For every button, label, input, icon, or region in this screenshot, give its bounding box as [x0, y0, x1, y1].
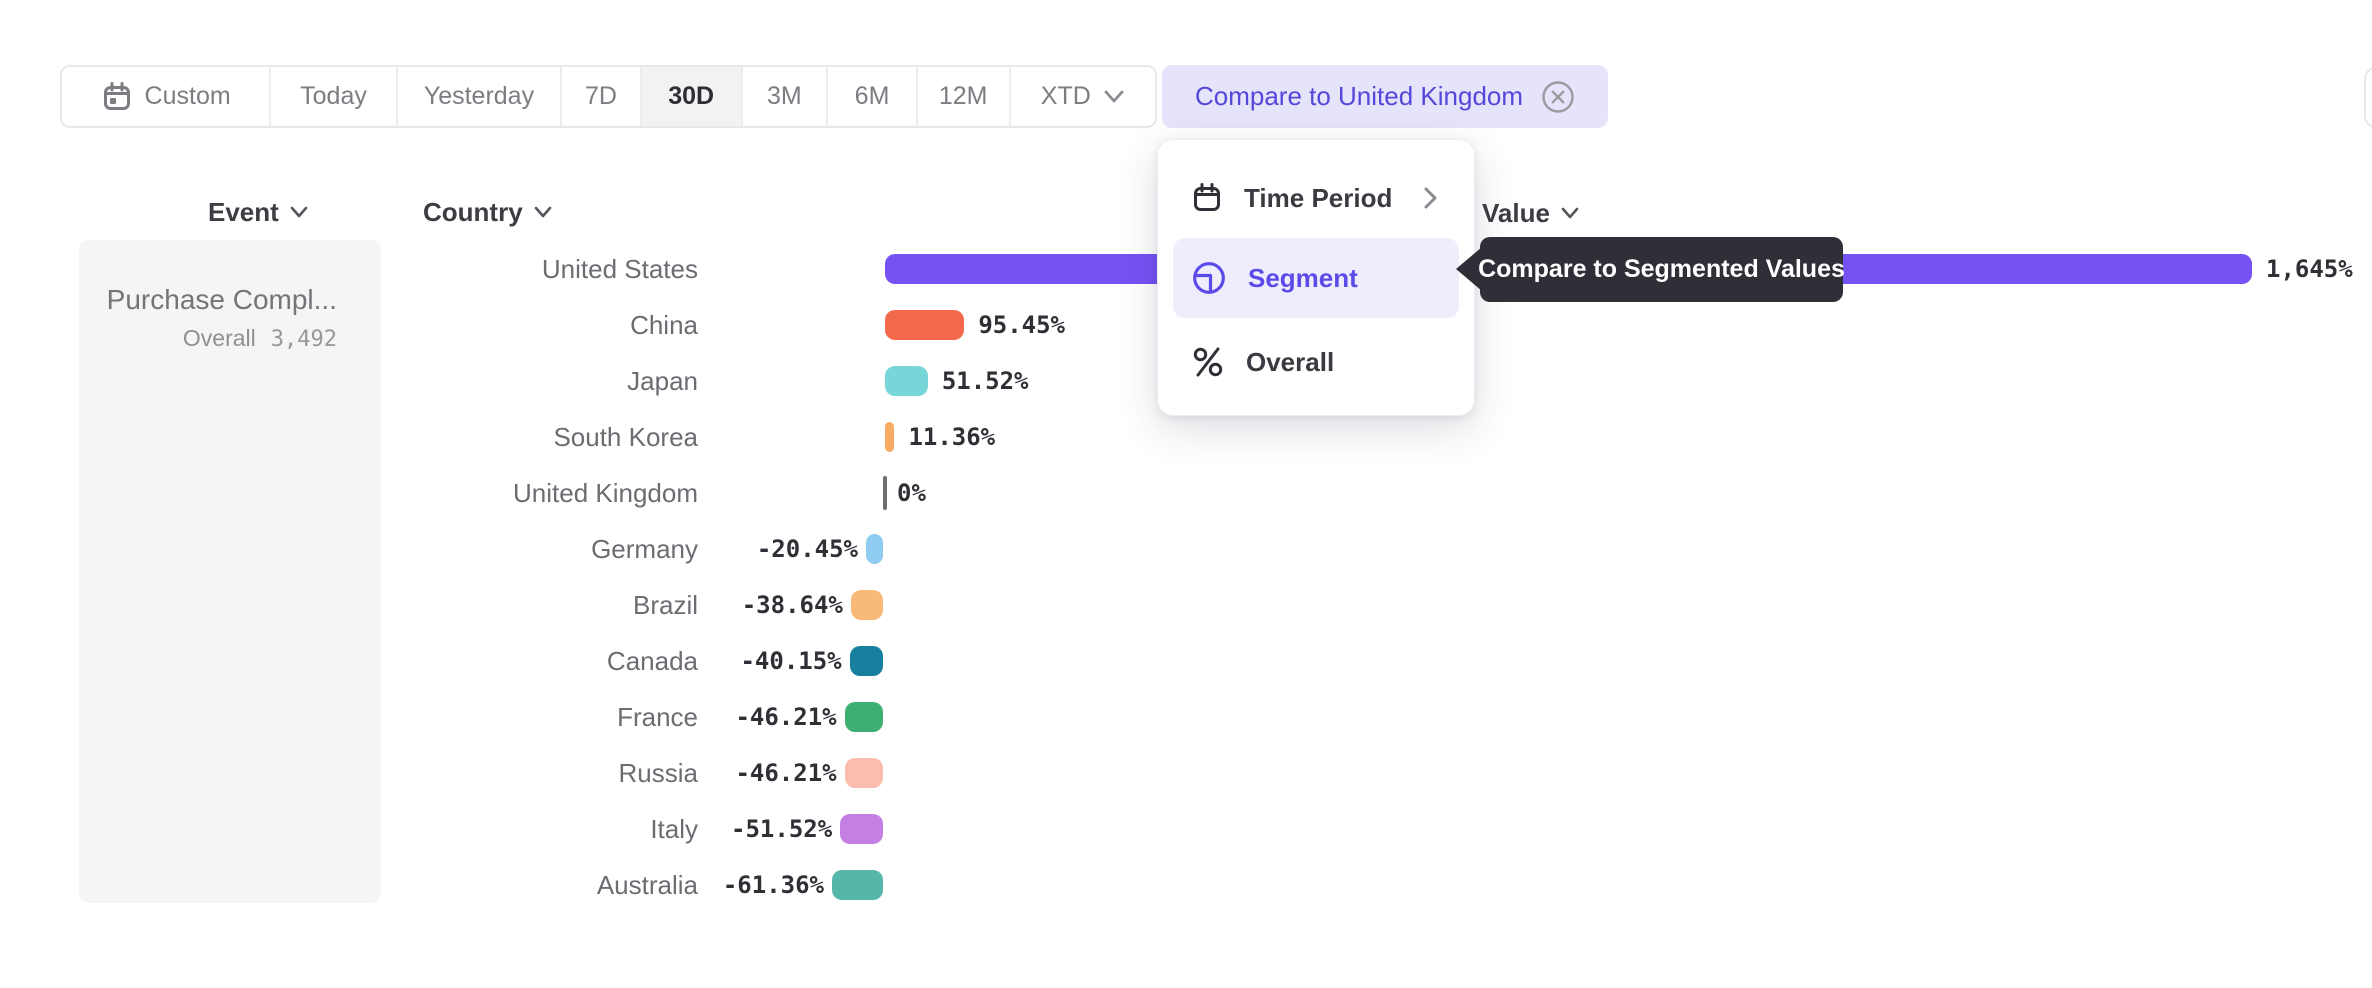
bar-russia[interactable] — [844, 758, 883, 788]
bar-value-canada: -40.15% — [740, 647, 842, 675]
bar-value-australia: -61.36% — [722, 871, 825, 899]
bar-brazil[interactable] — [850, 590, 883, 620]
time-range-label: 3M — [766, 82, 802, 110]
column-header-value-label: Value — [1482, 197, 1550, 228]
bar-value-russia: -46.21% — [735, 759, 837, 787]
country-label-china: China — [630, 310, 698, 340]
chevron-down-icon — [1560, 206, 1580, 220]
compare-chip-label: Compare to United Kingdom — [1194, 81, 1524, 111]
menu-item-overall[interactable]: Overall — [1158, 326, 1474, 398]
calendar-icon — [1191, 182, 1223, 214]
time-range-label: 30D — [668, 82, 715, 110]
event-panel[interactable]: Purchase Compl... Overall 3,492 — [79, 240, 381, 903]
date-range-toolbar: Custom Today Yesterday 7D 30D 3M 6M 12M XTD — [60, 65, 1157, 128]
time-range-button-30d[interactable]: 30D — [639, 67, 741, 126]
chevron-down-icon — [289, 205, 309, 219]
zero-axis-tick — [883, 476, 887, 510]
bar-australia[interactable] — [832, 870, 883, 900]
country-label-germany: Germany — [591, 534, 698, 564]
tooltip-caret — [1456, 247, 1482, 291]
compare-options-menu: Time Period Segment Overall — [1157, 139, 1475, 416]
menu-item-label: Segment — [1248, 262, 1358, 293]
chevron-down-icon — [533, 205, 553, 219]
column-header-event[interactable]: Event — [208, 196, 309, 228]
time-range-label: Custom — [144, 82, 231, 110]
menu-item-time-period[interactable]: Time Period — [1158, 160, 1474, 236]
time-range-button-12m[interactable]: 12M — [915, 67, 1009, 126]
bar-value-united-kingdom: 0% — [897, 479, 926, 507]
bar-south-korea[interactable] — [885, 422, 895, 452]
time-range-button-7d[interactable]: 7D — [560, 67, 640, 126]
time-range-button-3m[interactable]: 3M — [740, 67, 827, 126]
column-header-value[interactable]: Value — [1482, 197, 1580, 229]
event-count: 3,492 — [270, 327, 337, 352]
tooltip-text: Compare to Segmented Values — [1478, 255, 1845, 283]
menu-item-label: Time Period — [1244, 182, 1393, 213]
country-label-australia: Australia — [596, 870, 698, 900]
time-range-button-6m[interactable]: 6M — [826, 67, 916, 126]
time-range-label: 7D — [585, 82, 617, 110]
time-range-label: 6M — [854, 82, 890, 110]
time-range-button-xtd[interactable]: XTD — [1008, 67, 1155, 126]
remove-comparison-icon[interactable] — [1541, 80, 1575, 114]
country-label-united-states: United States — [541, 254, 698, 284]
bar-value-south-korea: 11.36% — [908, 423, 996, 451]
event-panel-content: Purchase Compl... Overall 3,492 — [107, 284, 337, 352]
time-range-label: 12M — [938, 82, 988, 110]
column-header-country[interactable]: Country — [423, 196, 553, 228]
event-subrow: Overall 3,492 — [107, 325, 337, 352]
bar-france[interactable] — [844, 702, 883, 732]
bar-germany[interactable] — [866, 534, 883, 564]
percent-icon — [1191, 345, 1225, 379]
country-label-italy: Italy — [650, 814, 698, 844]
bar-value-china: 95.45% — [978, 311, 1066, 339]
country-label-south-korea: South Korea — [553, 422, 698, 452]
country-label-united-kingdom: United Kingdom — [513, 478, 698, 508]
chevron-down-icon — [1103, 89, 1125, 104]
country-label-russia: Russia — [618, 758, 698, 788]
event-name[interactable]: Purchase Compl... — [106, 284, 337, 315]
time-range-label: Today — [300, 82, 367, 110]
bar-japan[interactable] — [885, 366, 928, 396]
time-range-button-custom[interactable]: Custom — [62, 67, 270, 126]
bar-value-japan: 51.52% — [941, 367, 1029, 395]
bar-value-germany: -20.45% — [756, 535, 859, 563]
bar-value-united-states: 1,645% — [2266, 255, 2353, 283]
country-label-canada: Canada — [606, 646, 698, 676]
bar-china[interactable] — [885, 310, 965, 340]
tooltip: Compare to Segmented Values — [1478, 237, 1845, 302]
bar-value-brazil: -38.64% — [741, 591, 843, 619]
time-range-label: Yesterday — [423, 82, 535, 110]
time-range-button-yesterday[interactable]: Yesterday — [395, 67, 561, 126]
menu-item-label: Overall — [1246, 346, 1335, 377]
event-segment-label: Overall — [182, 325, 256, 351]
country-label-brazil: Brazil — [632, 590, 698, 620]
calendar-icon — [101, 81, 133, 113]
country-label-france: France — [617, 702, 698, 732]
time-range-button-today[interactable]: Today — [269, 67, 396, 126]
compare-chip-button[interactable]: Compare to United Kingdom — [1162, 65, 1608, 128]
country-label-japan: Japan — [627, 366, 698, 396]
bar-value-france: -46.21% — [735, 703, 837, 731]
bar-italy[interactable] — [840, 814, 883, 844]
bar-canada[interactable] — [849, 646, 883, 676]
bar-value-italy: -51.52% — [731, 815, 833, 843]
time-range-label: XTD — [1040, 82, 1091, 110]
column-header-event-label: Event — [208, 196, 279, 227]
segment-icon — [1191, 260, 1227, 296]
menu-item-segment[interactable]: Segment — [1173, 238, 1459, 318]
column-header-country-label: Country — [423, 196, 523, 227]
chevron-right-icon — [1423, 186, 1439, 210]
